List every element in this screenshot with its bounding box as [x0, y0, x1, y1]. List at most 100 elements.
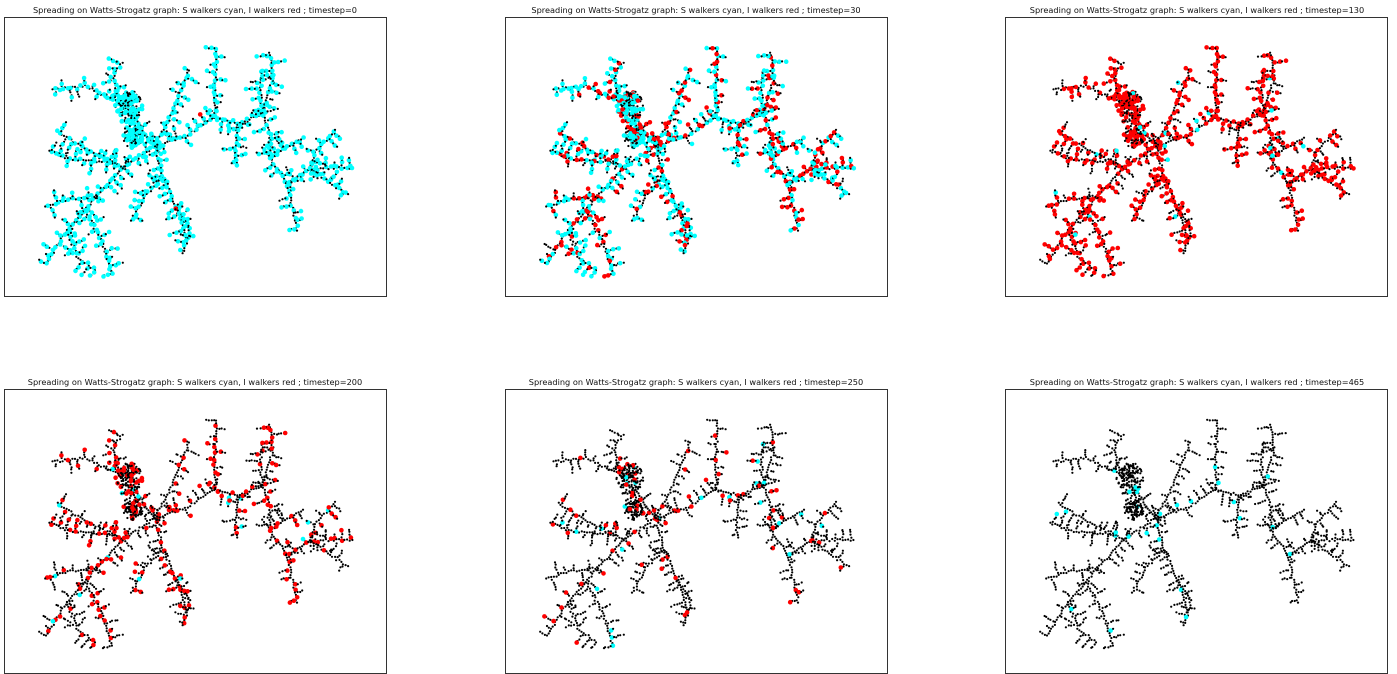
infected-walker [815, 158, 820, 163]
susceptible-walker [193, 80, 198, 85]
susceptible-walker [633, 197, 638, 202]
network-node [256, 130, 258, 132]
susceptible-walker [66, 197, 71, 202]
susceptible-walker [339, 179, 344, 184]
susceptible-walker [78, 83, 83, 88]
susceptible-walker [137, 107, 142, 112]
susceptible-walker [280, 174, 285, 179]
network-node [216, 95, 218, 97]
susceptible-walker [589, 171, 594, 176]
network-node [347, 193, 349, 195]
susceptible-walker [108, 75, 113, 80]
network-node [753, 109, 755, 111]
network-node [590, 267, 592, 269]
susceptible-walker [265, 103, 270, 108]
network-node [717, 95, 719, 97]
infected-walker [785, 205, 790, 210]
network-node [1121, 177, 1123, 179]
susceptible-walker [581, 249, 586, 254]
infected-walker [800, 208, 805, 213]
network-node [736, 154, 738, 156]
infected-walker [782, 197, 787, 202]
network-node [637, 114, 639, 116]
susceptible-walker [770, 90, 775, 95]
network-node [682, 213, 684, 215]
network-node [116, 192, 118, 194]
network-node [77, 213, 79, 215]
network-node [146, 122, 148, 124]
network-node [728, 133, 730, 135]
susceptible-walker [109, 185, 114, 190]
susceptible-walker [675, 230, 680, 235]
network-node [270, 110, 272, 112]
network-node [781, 60, 783, 62]
network-node [1115, 179, 1117, 181]
susceptible-walker [707, 68, 712, 73]
susceptible-walker [279, 130, 284, 135]
network-node [735, 152, 737, 154]
network-node [626, 84, 628, 86]
network-node [624, 156, 626, 158]
susceptible-walker [638, 107, 643, 112]
susceptible-walker [101, 81, 106, 86]
network-node [51, 88, 53, 90]
susceptible-walker [273, 115, 278, 120]
susceptible-walker [269, 56, 274, 61]
susceptible-walker [243, 137, 248, 142]
network-node [732, 162, 734, 164]
susceptible-walker [629, 203, 634, 208]
susceptible-walker [112, 189, 117, 194]
network-node [779, 200, 781, 202]
susceptible-walker [150, 152, 155, 157]
network-node [160, 122, 162, 124]
susceptible-walker [736, 163, 741, 168]
network-node [787, 145, 789, 147]
network-node [67, 157, 69, 159]
network-node [166, 130, 168, 132]
network-node [588, 191, 590, 193]
susceptible-walker [801, 144, 806, 149]
network-node [643, 190, 645, 192]
infected-walker [602, 274, 607, 279]
infected-walker [727, 126, 732, 131]
susceptible-walker [70, 95, 75, 100]
susceptible-walker [339, 193, 344, 198]
network-node [93, 196, 95, 198]
network-node [760, 89, 762, 91]
susceptible-walker [588, 217, 593, 222]
susceptible-walker [301, 164, 306, 169]
network-node [329, 182, 331, 184]
susceptible-walker [282, 58, 287, 63]
network-node [331, 133, 333, 135]
network-node [668, 183, 670, 185]
network-node [105, 150, 107, 152]
network-node [660, 176, 662, 178]
network-node [59, 145, 61, 147]
network-node [269, 84, 271, 86]
susceptible-walker [223, 118, 228, 123]
network-node [149, 186, 151, 188]
network-node [151, 177, 153, 179]
susceptible-walker [603, 92, 608, 97]
network-node [76, 91, 78, 93]
network-node [659, 187, 661, 189]
network-node [664, 148, 666, 150]
susceptible-walker [746, 86, 751, 91]
network-node [683, 252, 685, 254]
network-node [66, 136, 68, 138]
network-node [87, 191, 89, 193]
susceptible-walker [310, 162, 315, 167]
network-node [590, 199, 592, 201]
susceptible-walker [86, 85, 91, 90]
susceptible-walker [596, 184, 601, 189]
network-node [122, 167, 124, 169]
susceptible-walker [270, 73, 275, 78]
susceptible-walker [317, 138, 322, 143]
network-node [288, 172, 290, 174]
susceptible-walker [813, 150, 818, 155]
susceptible-walker [107, 259, 112, 264]
network-node [770, 84, 772, 86]
network-node [798, 180, 800, 182]
network-node [606, 171, 608, 173]
susceptible-walker [186, 98, 191, 103]
